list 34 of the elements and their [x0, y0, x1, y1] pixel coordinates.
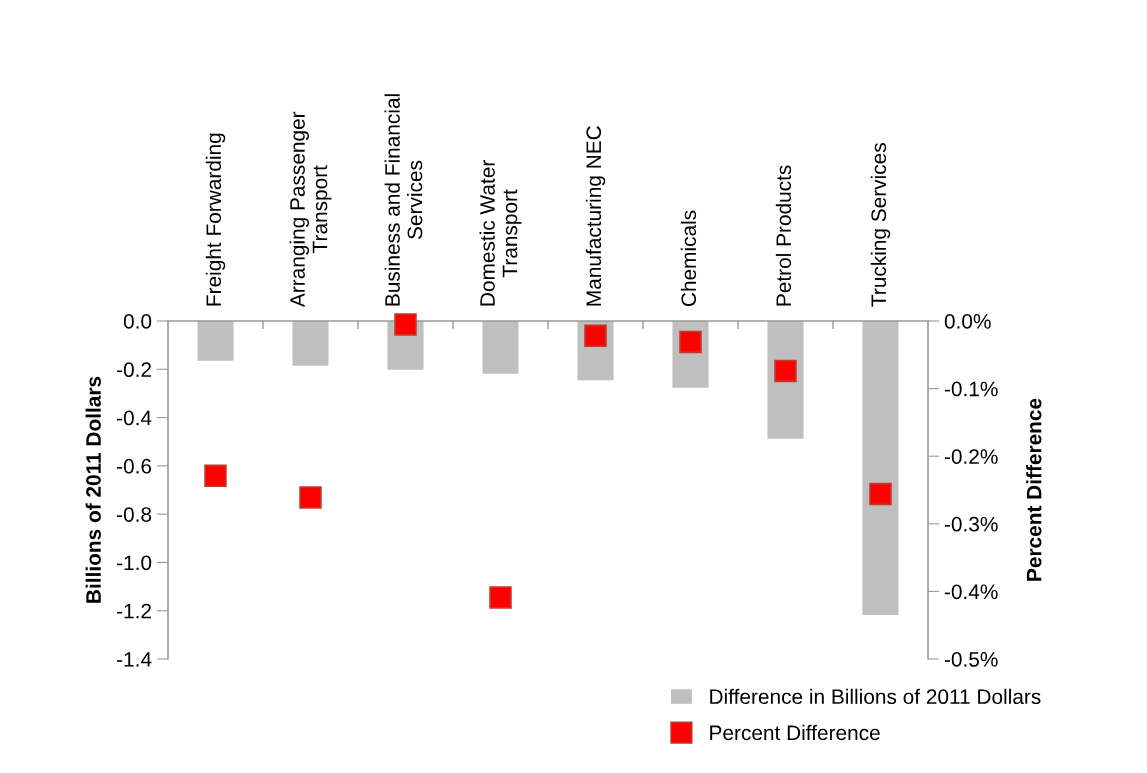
x-tick-label: Trucking Services: [870, 143, 891, 307]
point: [679, 330, 702, 354]
x-tick-label: Domestic Water Transport: [479, 160, 522, 306]
y-tick-label: -0.2: [117, 362, 151, 378]
y2-tick-label: -0.1%: [944, 381, 998, 397]
y-tick-label: -0.8: [117, 507, 152, 522]
point: [204, 464, 227, 488]
y-tick-label: -1.0: [117, 555, 152, 571]
x-tick-label: Petrol Products: [775, 165, 792, 306]
x-tick-label: Arranging Passenger Transport: [289, 111, 332, 308]
x-tick-label: Chemicals: [680, 210, 697, 307]
x-tick-label: Manufacturing NEC: [585, 126, 606, 306]
y-tick-label: -1.4: [117, 652, 152, 667]
point: [489, 586, 512, 609]
y2-tick-label: 0.0%: [944, 314, 991, 329]
point: [394, 313, 417, 336]
y2-tick-label: -0.2%: [944, 449, 998, 464]
x-tick-label: Business and Financial Services: [384, 94, 423, 306]
y-tick-label: -0.4: [117, 410, 152, 426]
y2-tick-label: -0.3%: [944, 516, 998, 532]
legend-label: Percent Difference: [710, 724, 880, 741]
y2-axis-title: Percent Difference: [1026, 398, 1042, 581]
y-tick-label: 0.0: [123, 314, 152, 329]
y-tick-label: -1.2: [117, 603, 151, 619]
x-tick-label: Freight Forwarding: [205, 133, 226, 306]
y-tick-label: -0.6: [117, 458, 152, 474]
legend-label: Difference in Billions of 2011 Dollars: [710, 688, 1041, 705]
point: [869, 482, 892, 506]
point: [584, 324, 607, 348]
y2-tick-label: -0.4%: [944, 584, 998, 600]
y2-tick-label: -0.5%: [944, 652, 998, 667]
point: [299, 486, 322, 509]
y-axis-title: Billions of 2011 Dollars: [85, 376, 101, 603]
point: [774, 359, 797, 383]
